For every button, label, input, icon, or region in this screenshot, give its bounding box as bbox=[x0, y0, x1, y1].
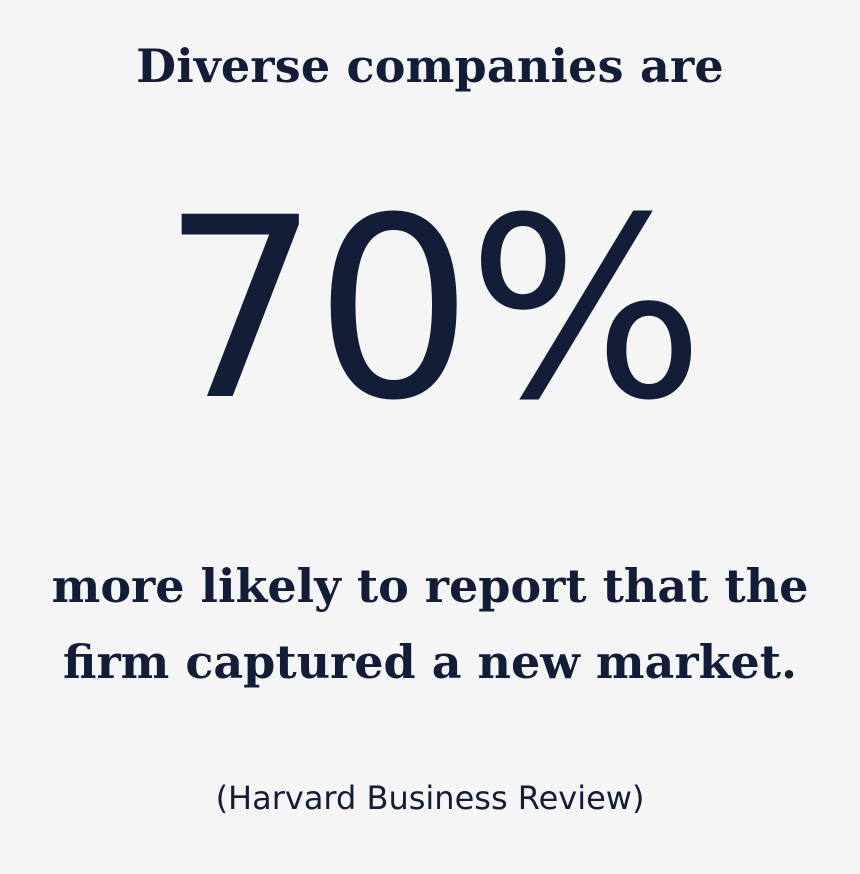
source-citation: (Harvard Business Review) bbox=[215, 779, 645, 817]
headline: Diverse companies are bbox=[136, 39, 724, 93]
statistic-description: more likely to report that the firm capt… bbox=[0, 548, 860, 700]
description-line-2: firm captured a new market. bbox=[63, 635, 797, 689]
statistic-value: 70% bbox=[161, 164, 705, 455]
description-line-1: more likely to report that the bbox=[51, 559, 809, 613]
